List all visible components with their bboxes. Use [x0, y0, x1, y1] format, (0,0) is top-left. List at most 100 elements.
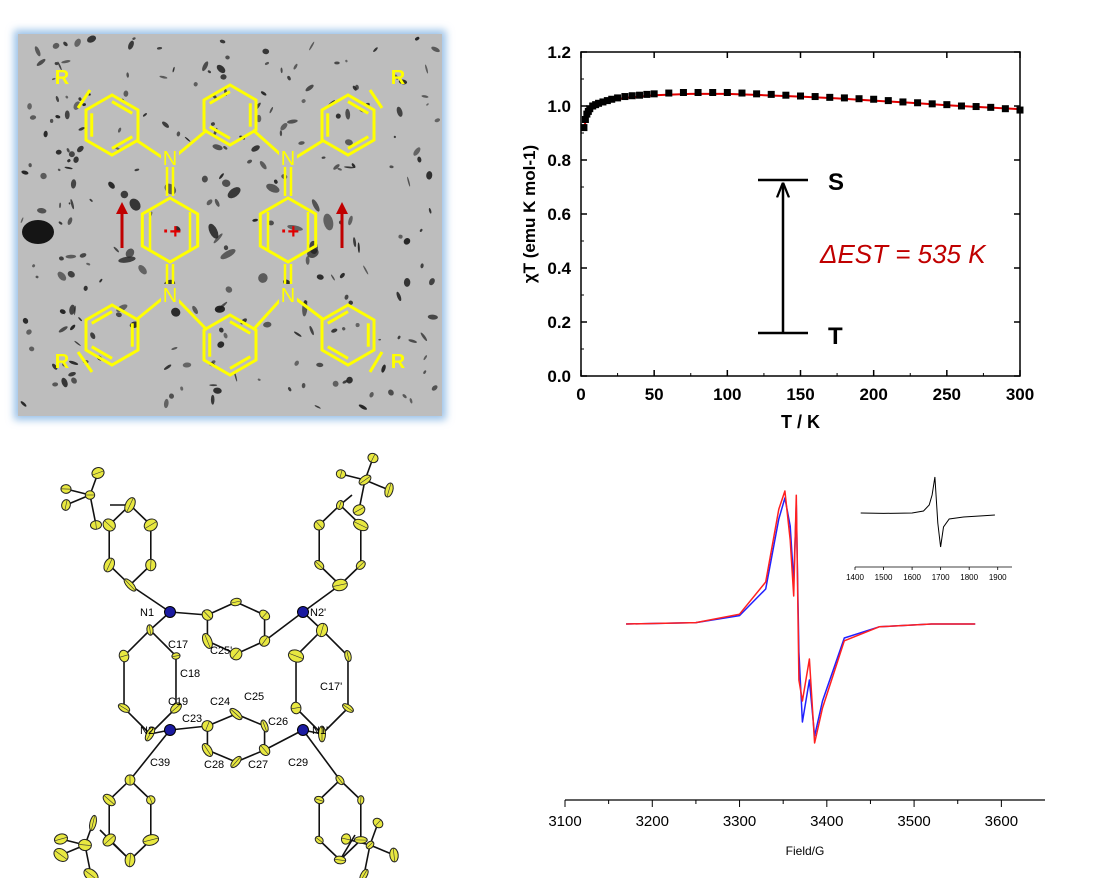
- crystal-speck: [219, 173, 224, 180]
- bond: [176, 128, 208, 157]
- crystal-speck: [58, 221, 63, 225]
- data-point: [987, 103, 995, 111]
- y-axis-label: χT (emu K mol-1): [520, 145, 539, 283]
- atom-label: C17': [320, 681, 342, 693]
- nitrogen-label: N: [163, 285, 177, 307]
- crystal-speck: [413, 147, 421, 156]
- x-tick-label: 100: [713, 385, 741, 404]
- molecule-drawing: R R R R N N N N ·+ ·+: [55, 67, 406, 377]
- atom-label: C17: [168, 639, 188, 651]
- crystal-speck: [202, 61, 209, 72]
- data-point: [621, 93, 629, 101]
- crystal-speck: [51, 363, 58, 370]
- ellipsoid-axis: [203, 610, 212, 620]
- x-tick-label: 250: [933, 385, 961, 404]
- bond: [368, 351, 384, 373]
- ellipsoid-axis: [103, 795, 115, 805]
- crystal-speck: [59, 309, 66, 315]
- crystal-speck: [26, 329, 32, 335]
- ellipsoid-axis: [104, 520, 115, 530]
- data-point: [636, 91, 644, 99]
- crystal-speck: [52, 382, 59, 387]
- ring-double-bond: [326, 345, 349, 360]
- ellipsoid-axis: [332, 583, 348, 587]
- chi-t-chart: 0 50 100 150 200 250 300 0.0 0.2 0.4 0.6 0.8 1.0 1.2 T…: [520, 43, 1034, 432]
- ring-double-bond: [111, 135, 134, 150]
- crystal-speck: [381, 364, 386, 373]
- crystal-speck: [27, 103, 32, 110]
- nitrogen-atom: [297, 724, 309, 736]
- crystal-speck: [343, 166, 355, 169]
- ellipsoid-axis: [171, 654, 181, 658]
- x-tick-label: 200: [859, 385, 887, 404]
- crystal-speck: [172, 66, 175, 73]
- crystal-speck: [429, 278, 435, 286]
- crystal-speck: [223, 332, 228, 339]
- data-point: [628, 92, 636, 100]
- ellipsoid-axis: [105, 558, 113, 572]
- crystal-speck: [225, 55, 230, 60]
- crystal-speck: [222, 179, 231, 187]
- crystal-speck: [213, 387, 222, 394]
- ellipsoid-axis: [118, 704, 130, 712]
- crystal-bond: [295, 707, 323, 735]
- crystal-speck: [126, 72, 129, 78]
- substituent-label: R: [391, 67, 406, 89]
- crystal-bond: [302, 584, 341, 613]
- data-point: [595, 99, 603, 107]
- crystal-speck: [174, 226, 181, 233]
- data-point: [855, 95, 863, 103]
- atom-ellipsoid: [359, 868, 369, 878]
- crystal-speck: [193, 82, 198, 87]
- ellipsoid-axis: [353, 521, 368, 529]
- ellipsoid-axis: [360, 795, 362, 805]
- crystal-speck: [69, 304, 76, 315]
- crystal-speck: [434, 118, 441, 123]
- crystal-speck: [49, 118, 54, 123]
- data-point: [1016, 106, 1024, 114]
- crystal-speck: [213, 233, 223, 244]
- crystal-speck: [420, 263, 424, 269]
- crystal-speck: [34, 46, 41, 57]
- crystal-speck: [159, 75, 168, 79]
- crystal-speck: [89, 198, 93, 202]
- crystal-speck: [348, 215, 353, 226]
- benzene-ring: [84, 93, 140, 157]
- crystal-speck: [279, 130, 283, 137]
- ellipsoid-axis: [54, 850, 68, 860]
- substituent-label: R: [55, 67, 70, 89]
- data-point: [782, 91, 790, 99]
- crystal-speck: [345, 59, 348, 63]
- crystal-speck: [216, 64, 226, 74]
- ellipsoid-axis: [230, 600, 242, 604]
- crystal-speck: [61, 377, 68, 388]
- crystal-speck: [425, 64, 429, 74]
- n-label-bg: [161, 284, 179, 304]
- crystal-speck: [409, 398, 413, 404]
- crystal-speck: [321, 156, 326, 159]
- benzene-ring: [140, 196, 200, 264]
- crystal-speck: [68, 371, 76, 377]
- nitrogen-label: N: [281, 148, 295, 170]
- crystal-speck: [389, 165, 394, 169]
- crystal-speck: [396, 106, 403, 117]
- crystal-speck: [305, 84, 314, 92]
- ellipsoid-axis: [78, 844, 92, 846]
- benzene-ring: [202, 313, 258, 377]
- crystal-speck: [51, 77, 56, 81]
- ellipsoid-axis: [261, 611, 268, 619]
- crystal-speck: [123, 90, 129, 97]
- crystal-speck: [223, 146, 228, 150]
- crystal-speck: [182, 362, 192, 368]
- ellipsoid-axis: [230, 708, 242, 720]
- crystal-speck: [162, 121, 170, 128]
- crystal-speck: [220, 249, 236, 260]
- crystal-speck: [287, 224, 303, 231]
- crystal-speck: [169, 393, 175, 399]
- crystal-speck: [346, 376, 353, 384]
- ellipsoid-axis: [346, 650, 350, 662]
- crystal-bond: [339, 834, 356, 861]
- crystal-speck: [217, 341, 225, 348]
- crystal-speck: [36, 58, 46, 66]
